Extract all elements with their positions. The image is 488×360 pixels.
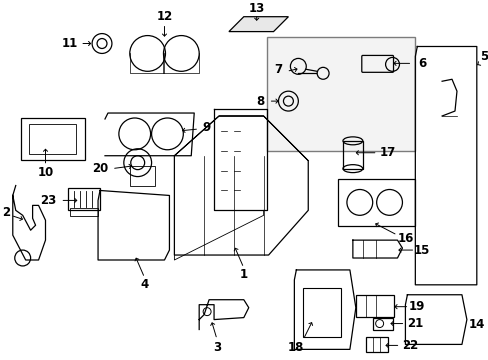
Text: 12: 12: [156, 10, 172, 23]
Bar: [355, 295, 393, 316]
Text: 5: 5: [479, 50, 487, 63]
Text: 19: 19: [408, 300, 425, 313]
Bar: [20, 118, 85, 160]
Bar: [365, 337, 387, 352]
Text: 23: 23: [41, 194, 57, 207]
Text: 16: 16: [396, 231, 413, 245]
Text: 1: 1: [239, 269, 247, 282]
Bar: [337, 179, 414, 226]
Text: 9: 9: [202, 121, 210, 134]
Text: 3: 3: [213, 341, 221, 354]
Text: 15: 15: [413, 244, 429, 257]
Text: 7: 7: [274, 63, 282, 76]
Text: 17: 17: [379, 146, 395, 159]
Text: 21: 21: [407, 317, 423, 330]
Bar: [266, 37, 414, 151]
Text: 2: 2: [2, 206, 10, 219]
Bar: [303, 288, 340, 337]
Bar: [68, 189, 100, 210]
Text: 14: 14: [468, 318, 484, 331]
Text: 22: 22: [402, 339, 418, 352]
Text: 13: 13: [248, 2, 264, 15]
Text: 10: 10: [37, 166, 54, 179]
Text: 20: 20: [92, 162, 108, 175]
Text: 4: 4: [140, 278, 148, 291]
Bar: [29, 124, 76, 154]
Polygon shape: [228, 17, 288, 32]
Bar: [70, 208, 98, 216]
Bar: [372, 318, 392, 329]
Bar: [129, 166, 154, 185]
Bar: [342, 141, 362, 168]
Text: 11: 11: [62, 37, 78, 50]
Text: 6: 6: [417, 57, 426, 70]
Text: 18: 18: [287, 341, 304, 354]
Text: 8: 8: [256, 95, 264, 108]
